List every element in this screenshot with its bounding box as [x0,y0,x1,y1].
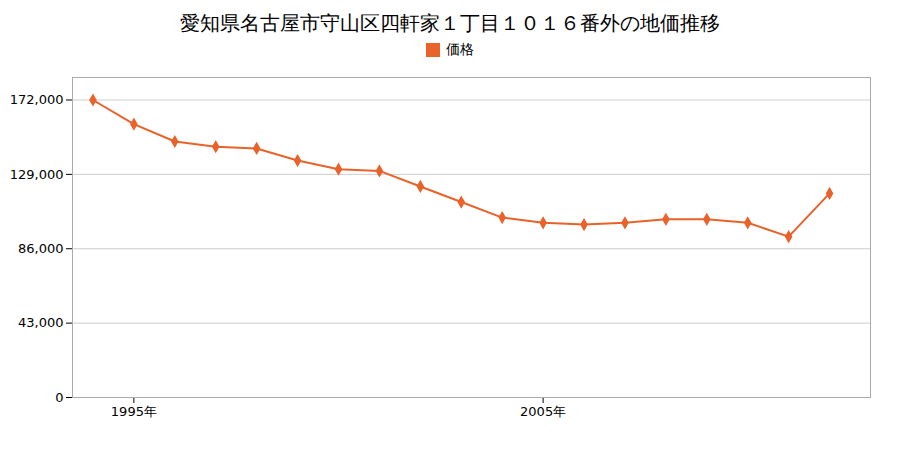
svg-text:172,000: 172,000 [10,92,64,107]
html-text:価格: 価格 [446,41,474,57]
svg-text:1995年: 1995年 [111,404,157,419]
svg-text:0: 0 [55,390,63,405]
svg-text:129,000: 129,000 [10,167,64,182]
svg-text:2005年: 2005年 [520,404,566,419]
svg-text:86,000: 86,000 [18,241,64,256]
html-text:愛知県名古屋市守山区四軒家１丁目１０１６番外の地価推移: 愛知県名古屋市守山区四軒家１丁目１０１６番外の地価推移 [180,11,720,35]
svg-text:43,000: 43,000 [18,315,64,330]
